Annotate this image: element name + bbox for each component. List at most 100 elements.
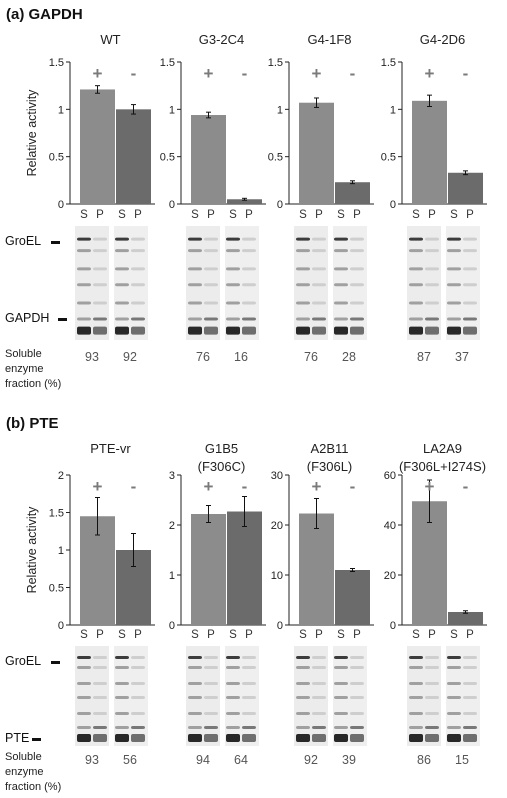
gel-band bbox=[204, 237, 218, 241]
gel-band bbox=[242, 267, 256, 271]
gel-band bbox=[296, 696, 310, 699]
sign-label: + bbox=[425, 477, 435, 496]
gel-band bbox=[131, 317, 145, 321]
chart-title: G4-2D6 bbox=[420, 32, 466, 47]
sign-label: + bbox=[93, 64, 103, 83]
sign-label: - bbox=[350, 477, 356, 496]
y-tick-label: 0.5 bbox=[268, 152, 283, 164]
gel-band bbox=[296, 301, 310, 305]
gel-panel-7: S P S P86 15 bbox=[407, 629, 480, 767]
soluble-percent: 76 bbox=[304, 350, 318, 364]
soluble-label-line: fraction (%) bbox=[5, 781, 61, 793]
gel-band bbox=[77, 666, 91, 669]
lane-label: S bbox=[191, 209, 199, 221]
gel-band bbox=[350, 283, 364, 287]
lane-label: P bbox=[353, 629, 361, 641]
gel-band bbox=[463, 267, 477, 271]
gel-band bbox=[296, 682, 310, 685]
gel-band bbox=[226, 267, 240, 271]
gel-band bbox=[204, 326, 218, 335]
gel-band bbox=[93, 301, 107, 305]
gel-band bbox=[115, 267, 129, 271]
gel-band bbox=[131, 656, 145, 659]
lane-label: P bbox=[466, 629, 474, 641]
gel-band bbox=[131, 712, 145, 715]
gel-band bbox=[312, 283, 326, 287]
gel-band bbox=[93, 726, 107, 729]
gel-band bbox=[226, 283, 240, 287]
gel-band bbox=[425, 283, 439, 287]
gel-band bbox=[425, 656, 439, 659]
chart-panel-5: G1B5 (F306C) 0 1 2 3 + - bbox=[169, 441, 266, 632]
y-axis-label: Relative activity bbox=[25, 89, 39, 177]
y-tick-label: 60 bbox=[384, 470, 396, 482]
gel-band bbox=[334, 301, 348, 305]
gel-band bbox=[312, 656, 326, 659]
gel-band bbox=[188, 326, 202, 335]
side-labels-1: GroEL PTE Soluble enzyme fraction (%) bbox=[5, 654, 61, 793]
gel-band bbox=[350, 734, 364, 742]
gel-band bbox=[77, 734, 91, 742]
gel-band bbox=[204, 267, 218, 271]
gel-band bbox=[131, 696, 145, 699]
y-tick-label: 0.5 bbox=[381, 152, 396, 164]
gel-band bbox=[425, 726, 439, 729]
lane-label: P bbox=[134, 629, 142, 641]
gel-band bbox=[463, 726, 477, 729]
gel-band bbox=[409, 301, 423, 305]
gel-band bbox=[188, 696, 202, 699]
gel-band bbox=[409, 726, 423, 729]
gel-band bbox=[93, 712, 107, 715]
gel-band bbox=[350, 326, 364, 335]
gel-band bbox=[131, 726, 145, 729]
gel-band bbox=[425, 317, 439, 321]
gel-band bbox=[334, 734, 348, 742]
gel-band bbox=[77, 696, 91, 699]
gel-band bbox=[77, 656, 91, 659]
lane-label: P bbox=[353, 209, 361, 221]
soluble-percent: 28 bbox=[342, 350, 356, 364]
gel-band bbox=[334, 267, 348, 271]
gel-band bbox=[409, 267, 423, 271]
soluble-label-line: enzyme bbox=[5, 363, 44, 375]
y-axis-label: Relative activity bbox=[25, 506, 39, 594]
soluble-percent: 94 bbox=[196, 753, 210, 767]
sign-label: - bbox=[350, 64, 356, 83]
lane-label: P bbox=[207, 629, 215, 641]
chart-panel-1: G3-2C4 0 0.5 1 1.5 + - bbox=[160, 32, 266, 211]
gel-band bbox=[425, 267, 439, 271]
gel-band bbox=[447, 317, 461, 321]
gel-band bbox=[463, 712, 477, 715]
gel-band bbox=[296, 666, 310, 669]
gel-band bbox=[115, 317, 129, 321]
sign-label: - bbox=[463, 64, 469, 83]
y-tick-label: 1 bbox=[277, 104, 283, 116]
gel-band bbox=[226, 682, 240, 685]
gel-images: S P S P93 92S P S P76 16S P S P76 28S P S P87 37S P S P93 56… bbox=[75, 209, 480, 767]
y-tick-label: 1.5 bbox=[268, 57, 283, 69]
gel-band bbox=[131, 237, 145, 241]
gel-band bbox=[242, 249, 256, 253]
gel-band bbox=[188, 267, 202, 271]
gel-band bbox=[312, 317, 326, 321]
gel-band bbox=[447, 682, 461, 685]
gel-band bbox=[131, 249, 145, 253]
gel-panel-1: S P S P76 16 bbox=[186, 209, 259, 364]
chart-title: G4-1F8 bbox=[307, 32, 351, 47]
gel-band bbox=[463, 326, 477, 335]
bar-plus bbox=[412, 100, 447, 204]
gel-band bbox=[77, 326, 91, 335]
gel-band bbox=[425, 326, 439, 335]
gel-band bbox=[226, 734, 240, 742]
chart-title: (F306L+I274S) bbox=[399, 459, 486, 474]
gel-band bbox=[226, 666, 240, 669]
gel-band bbox=[131, 283, 145, 287]
gel-band bbox=[204, 726, 218, 729]
gel-band bbox=[312, 301, 326, 305]
gel-band bbox=[242, 301, 256, 305]
lane-label: S bbox=[118, 209, 126, 221]
y-tick-label: 40 bbox=[384, 520, 396, 532]
gel-band bbox=[350, 656, 364, 659]
bar-minus bbox=[448, 612, 483, 625]
lane-label: P bbox=[207, 209, 215, 221]
